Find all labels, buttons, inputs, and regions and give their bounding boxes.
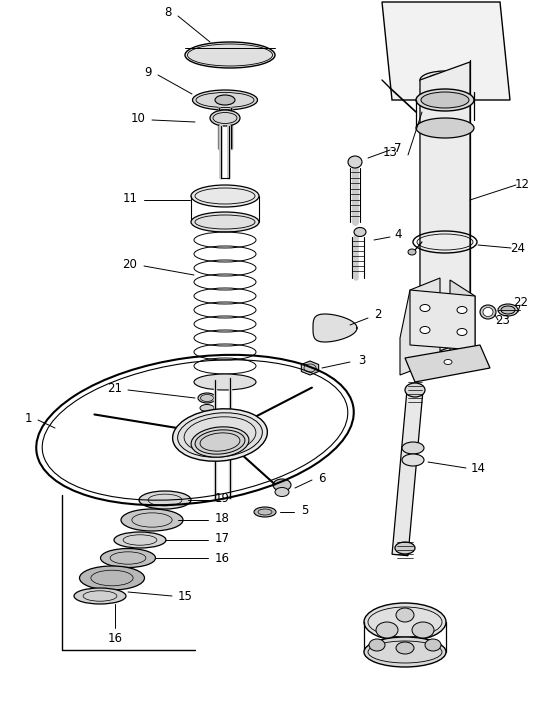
Text: 8: 8 — [164, 6, 172, 18]
Ellipse shape — [254, 507, 276, 517]
Text: 16: 16 — [214, 552, 230, 564]
Ellipse shape — [194, 374, 256, 390]
Text: 16: 16 — [107, 632, 123, 644]
Ellipse shape — [114, 532, 166, 548]
Polygon shape — [450, 280, 475, 362]
Ellipse shape — [139, 491, 191, 509]
Text: 17: 17 — [214, 532, 230, 544]
Text: 15: 15 — [178, 590, 192, 603]
Ellipse shape — [483, 307, 493, 316]
Ellipse shape — [275, 488, 289, 496]
Ellipse shape — [364, 603, 446, 641]
Text: 24: 24 — [510, 241, 525, 254]
Polygon shape — [410, 290, 475, 350]
Text: 2: 2 — [374, 309, 382, 321]
Ellipse shape — [425, 639, 441, 651]
Polygon shape — [420, 62, 470, 358]
Ellipse shape — [402, 454, 424, 466]
Text: 14: 14 — [470, 462, 485, 474]
Ellipse shape — [210, 110, 240, 126]
Ellipse shape — [354, 227, 366, 236]
Text: 18: 18 — [214, 511, 230, 525]
Ellipse shape — [420, 71, 470, 89]
Text: 23: 23 — [495, 314, 510, 326]
Ellipse shape — [420, 326, 430, 333]
Polygon shape — [313, 314, 357, 342]
Ellipse shape — [195, 430, 245, 454]
Text: 12: 12 — [515, 178, 530, 191]
Text: 11: 11 — [123, 191, 138, 205]
Ellipse shape — [369, 639, 385, 651]
Text: 19: 19 — [214, 491, 230, 505]
Ellipse shape — [376, 622, 398, 638]
Ellipse shape — [416, 118, 474, 138]
Text: 20: 20 — [123, 258, 138, 271]
Polygon shape — [400, 278, 440, 375]
Ellipse shape — [498, 304, 518, 316]
Ellipse shape — [457, 329, 467, 336]
Ellipse shape — [405, 383, 425, 397]
Ellipse shape — [79, 566, 145, 590]
Ellipse shape — [396, 608, 414, 622]
Ellipse shape — [408, 249, 416, 255]
Text: 13: 13 — [382, 146, 397, 159]
Text: 1: 1 — [24, 411, 32, 425]
Ellipse shape — [192, 90, 258, 110]
Ellipse shape — [173, 409, 267, 461]
Ellipse shape — [420, 304, 430, 312]
Ellipse shape — [348, 156, 362, 168]
Polygon shape — [392, 389, 423, 556]
Text: 9: 9 — [144, 66, 152, 79]
Ellipse shape — [185, 42, 275, 68]
Ellipse shape — [121, 509, 183, 531]
Ellipse shape — [215, 95, 235, 105]
Polygon shape — [301, 361, 319, 375]
Ellipse shape — [457, 307, 467, 314]
Text: 3: 3 — [359, 353, 366, 367]
Ellipse shape — [444, 360, 452, 365]
Ellipse shape — [273, 479, 291, 491]
Polygon shape — [382, 2, 510, 100]
Ellipse shape — [480, 305, 496, 319]
Ellipse shape — [191, 427, 249, 457]
Ellipse shape — [178, 413, 262, 457]
Ellipse shape — [198, 393, 216, 403]
Ellipse shape — [364, 637, 446, 667]
Text: 22: 22 — [513, 295, 528, 309]
Ellipse shape — [200, 404, 214, 411]
Ellipse shape — [100, 549, 156, 568]
Ellipse shape — [421, 92, 469, 108]
Ellipse shape — [402, 442, 424, 454]
Text: 7: 7 — [394, 142, 402, 154]
Ellipse shape — [395, 542, 415, 554]
Text: 10: 10 — [131, 111, 145, 125]
Text: 21: 21 — [107, 382, 123, 394]
Text: 5: 5 — [301, 503, 309, 517]
Ellipse shape — [74, 588, 126, 604]
Ellipse shape — [427, 74, 463, 86]
Ellipse shape — [416, 89, 474, 111]
Polygon shape — [405, 345, 490, 382]
Ellipse shape — [501, 306, 515, 314]
Ellipse shape — [191, 185, 259, 207]
Text: 6: 6 — [318, 472, 326, 484]
Ellipse shape — [412, 622, 434, 638]
Ellipse shape — [396, 642, 414, 654]
Ellipse shape — [420, 336, 470, 354]
Text: 4: 4 — [394, 229, 402, 241]
Ellipse shape — [191, 212, 259, 232]
